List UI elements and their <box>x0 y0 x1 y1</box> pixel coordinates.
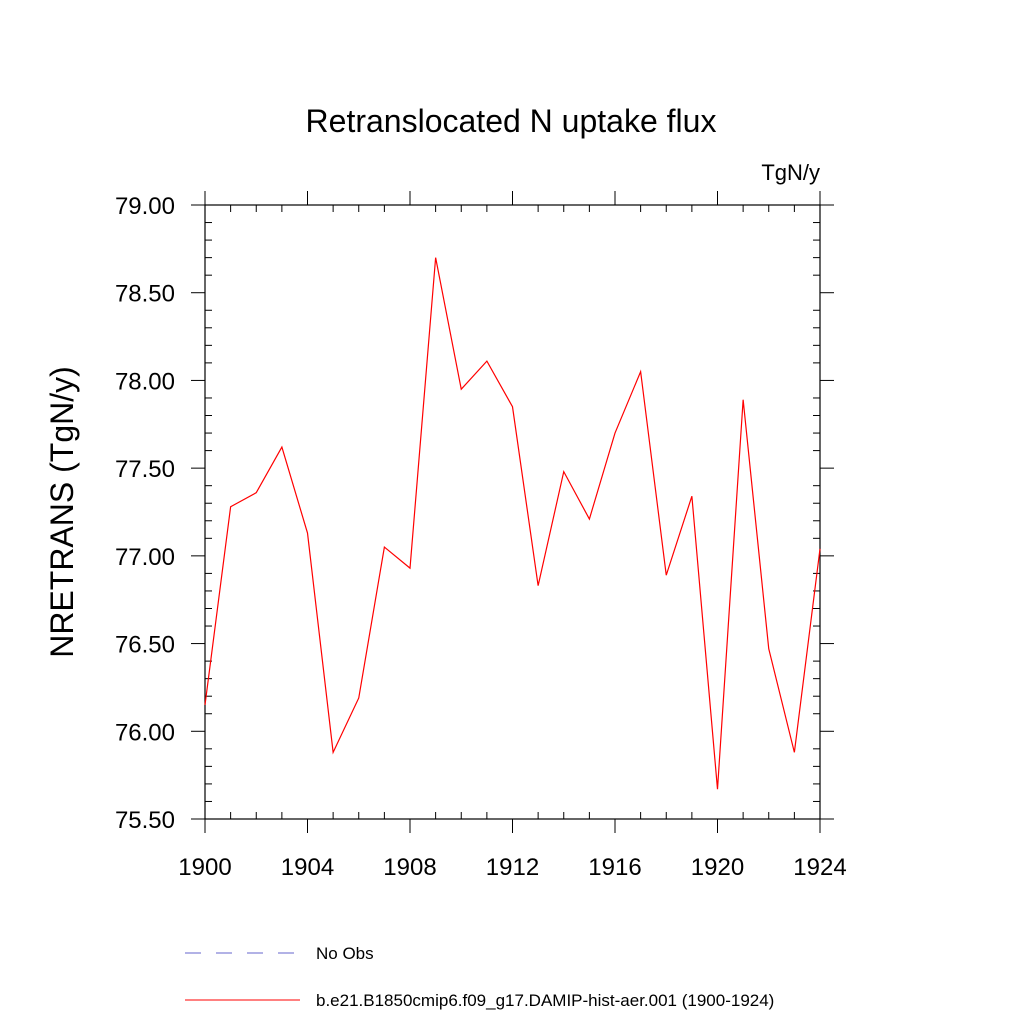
y-tick-label: 76.00 <box>115 719 175 746</box>
y-axis-label: NRETRANS (TgN/y) <box>44 366 80 658</box>
x-tick-label: 1924 <box>793 854 846 881</box>
y-tick-label: 75.50 <box>115 807 175 834</box>
x-axis: 1900 1904 1908 1912 1916 1920 1924 <box>178 191 847 881</box>
legend: No Obs b.e21.B1850cmip6.f09_g17.DAMIP-hi… <box>185 944 774 1010</box>
legend-label-model: b.e21.B1850cmip6.f09_g17.DAMIP-hist-aer.… <box>316 991 774 1010</box>
series-line <box>204 257 821 790</box>
x-tick-label: 1920 <box>691 854 744 881</box>
legend-label-no-obs: No Obs <box>316 944 374 963</box>
y-tick-label: 78.00 <box>115 368 175 395</box>
plot-frame <box>204 204 821 820</box>
chart-title: Retranslocated N uptake flux <box>306 103 717 139</box>
x-tick-label: 1904 <box>281 854 334 881</box>
y-tick-label: 78.50 <box>115 281 175 308</box>
units-label: TgN/y <box>761 160 820 185</box>
y-tick-label: 77.50 <box>115 456 175 483</box>
x-tick-label: 1912 <box>486 854 539 881</box>
x-tick-label: 1916 <box>588 854 641 881</box>
y-axis: 75.50 76.00 76.50 77.00 77.50 78.00 78.50 79.00 <box>115 193 834 834</box>
x-tick-label: 1900 <box>178 854 231 881</box>
y-tick-label: 76.50 <box>115 632 175 659</box>
x-tick-label: 1908 <box>383 854 436 881</box>
y-tick-label: 77.00 <box>115 544 175 571</box>
y-tick-label: 79.00 <box>115 193 175 220</box>
series-group <box>204 257 821 790</box>
